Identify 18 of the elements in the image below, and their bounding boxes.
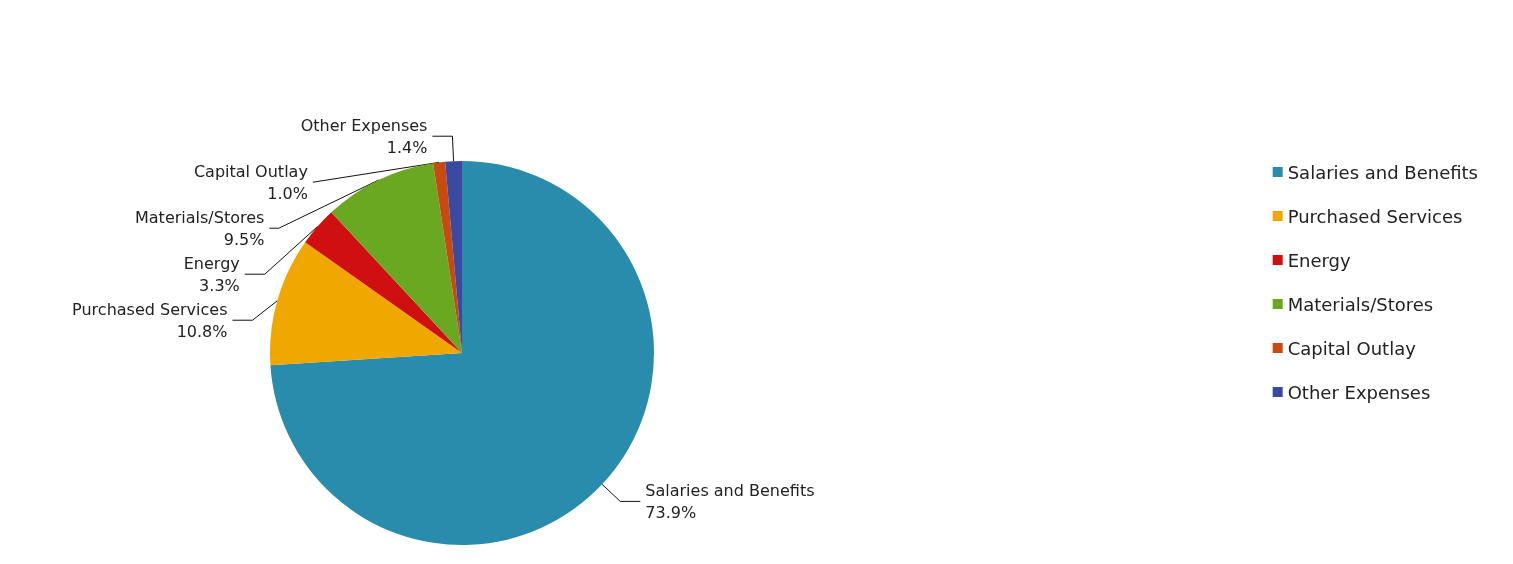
data-label: 10.8% [176,321,228,341]
legend-label: Materials/Stores [1287,293,1434,315]
legend-label: Energy [1287,249,1352,271]
data-label: 1.0% [267,183,308,203]
data-label: 73.9% [645,502,697,522]
slice-label: Salaries and Benefits [645,480,815,500]
legend-label: Purchased Services [1287,205,1463,227]
slice-label: Materials/Stores [135,207,265,227]
data-label: 9.5% [223,229,265,249]
slice-label: Energy [183,253,240,273]
slice-label: Capital Outlay [193,161,308,181]
legend-label: Salaries and Benefits [1287,161,1478,183]
data-label: 1.4% [386,137,428,157]
data-label: 3.3% [199,275,240,295]
legend-label: Other Expenses [1287,381,1431,403]
slice-label: Purchased Services [72,299,228,319]
legend-label: Capital Outlay [1287,337,1417,359]
slice-label: Other Expenses [300,115,428,135]
